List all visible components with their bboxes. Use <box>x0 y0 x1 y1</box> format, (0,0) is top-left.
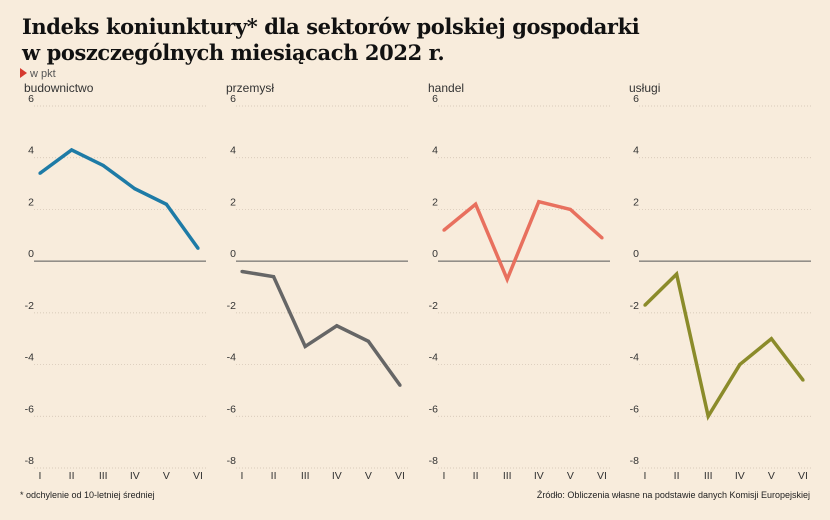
series-line-0 <box>38 147 200 250</box>
series-line-1 <box>241 269 402 387</box>
data-point <box>101 163 105 168</box>
data-point <box>366 339 370 343</box>
y-tick-label: 4 <box>633 145 639 157</box>
data-point <box>537 200 541 204</box>
y-tick-label: 6 <box>28 93 34 105</box>
series-line-2 <box>442 199 604 284</box>
panel-title-3: usługi <box>629 81 660 95</box>
x-tick-label: IV <box>735 470 745 482</box>
y-tick-label: 2 <box>28 196 34 208</box>
x-tick-label: IV <box>534 470 544 482</box>
y-tick-label: -8 <box>227 455 236 467</box>
y-tick-label: 4 <box>230 145 236 157</box>
y-tick-label: 0 <box>633 248 639 260</box>
y-tick-label: 0 <box>432 248 438 260</box>
data-point <box>675 272 679 276</box>
triangle-icon <box>20 68 27 78</box>
y-tick-label: -4 <box>630 352 639 364</box>
y-tick-label: 6 <box>432 93 438 105</box>
data-point <box>600 236 604 240</box>
y-tick-label: -6 <box>25 403 34 415</box>
data-point <box>505 277 509 281</box>
x-tick-label: V <box>567 470 574 482</box>
data-point <box>643 303 647 307</box>
source-note: Źródło: Obliczenia własne na podstawie d… <box>536 490 810 500</box>
x-tick-label: II <box>271 470 277 482</box>
y-tick-label: 0 <box>28 248 34 260</box>
data-point <box>133 187 137 191</box>
y-tick-label: -2 <box>227 300 236 312</box>
data-point <box>335 324 339 328</box>
x-tick-label: II <box>69 470 75 482</box>
data-point <box>738 362 742 367</box>
y-tick-label: 2 <box>633 196 639 208</box>
x-tick-label: IV <box>332 470 342 482</box>
data-point <box>196 246 200 250</box>
y-tick-label: 2 <box>432 196 438 208</box>
data-point <box>398 383 402 387</box>
x-tick-label: III <box>301 470 310 482</box>
x-tick-label: V <box>163 470 170 482</box>
y-tick-label: 4 <box>28 145 34 157</box>
data-point <box>272 275 276 279</box>
y-tick-label: -2 <box>630 300 639 312</box>
y-tick-label: 0 <box>230 248 236 260</box>
data-point <box>801 378 805 382</box>
y-tick-label: -4 <box>227 352 236 364</box>
title-line-1: Indeks koniunktury* dla sektorów polskie… <box>22 14 640 39</box>
x-tick-label: V <box>768 470 775 482</box>
x-tick-label: III <box>99 470 108 482</box>
x-tick-label: VI <box>597 470 607 482</box>
x-tick-label: I <box>644 470 647 482</box>
y-tick-label: -6 <box>429 403 438 415</box>
unit-label: w pkt <box>20 68 56 80</box>
y-tick-label: -8 <box>25 455 34 467</box>
chart-title: Indeks koniunktury* dla sektorów polskie… <box>22 14 640 66</box>
y-tick-label: 6 <box>633 93 639 105</box>
data-point <box>568 207 573 212</box>
x-tick-label: II <box>473 470 479 482</box>
x-tick-label: IV <box>130 470 140 482</box>
data-point <box>442 228 446 232</box>
data-point <box>474 202 478 206</box>
footnote: * odchylenie od 10-letniej średniej <box>20 490 155 500</box>
x-tick-label: VI <box>395 470 405 482</box>
x-tick-label: I <box>443 470 446 482</box>
x-tick-label: II <box>674 470 680 482</box>
x-tick-label: I <box>39 470 42 482</box>
y-tick-label: 6 <box>230 93 236 105</box>
y-tick-label: -6 <box>227 403 236 415</box>
y-tick-label: 4 <box>432 145 438 157</box>
panel-title-1: przemysł <box>226 81 274 95</box>
x-tick-label: III <box>704 470 713 482</box>
title-line-2: w poszczególnych miesiącach 2022 r. <box>22 40 445 65</box>
y-tick-label: -2 <box>25 300 34 312</box>
x-tick-label: III <box>503 470 512 482</box>
data-point <box>38 171 42 175</box>
panel-title-2: handel <box>428 81 464 95</box>
y-tick-label: -2 <box>429 300 438 312</box>
data-point <box>769 337 774 341</box>
panel-title-0: budownictwo <box>24 81 94 95</box>
x-tick-label: I <box>241 470 244 482</box>
data-point <box>164 202 168 206</box>
y-tick-label: 2 <box>230 196 236 208</box>
y-tick-label: -6 <box>630 403 639 415</box>
y-tick-label: -8 <box>630 455 639 467</box>
x-tick-label: VI <box>193 470 203 482</box>
unit-text: w pkt <box>30 68 56 80</box>
y-tick-label: -8 <box>429 455 438 467</box>
y-tick-label: -4 <box>429 352 438 364</box>
y-tick-label: -4 <box>25 352 34 364</box>
data-point <box>706 414 710 418</box>
data-point <box>240 269 244 274</box>
x-tick-label: VI <box>798 470 808 482</box>
data-point <box>303 344 307 349</box>
series-line-3 <box>643 270 805 421</box>
x-tick-label: V <box>365 470 372 482</box>
data-point <box>70 148 74 152</box>
